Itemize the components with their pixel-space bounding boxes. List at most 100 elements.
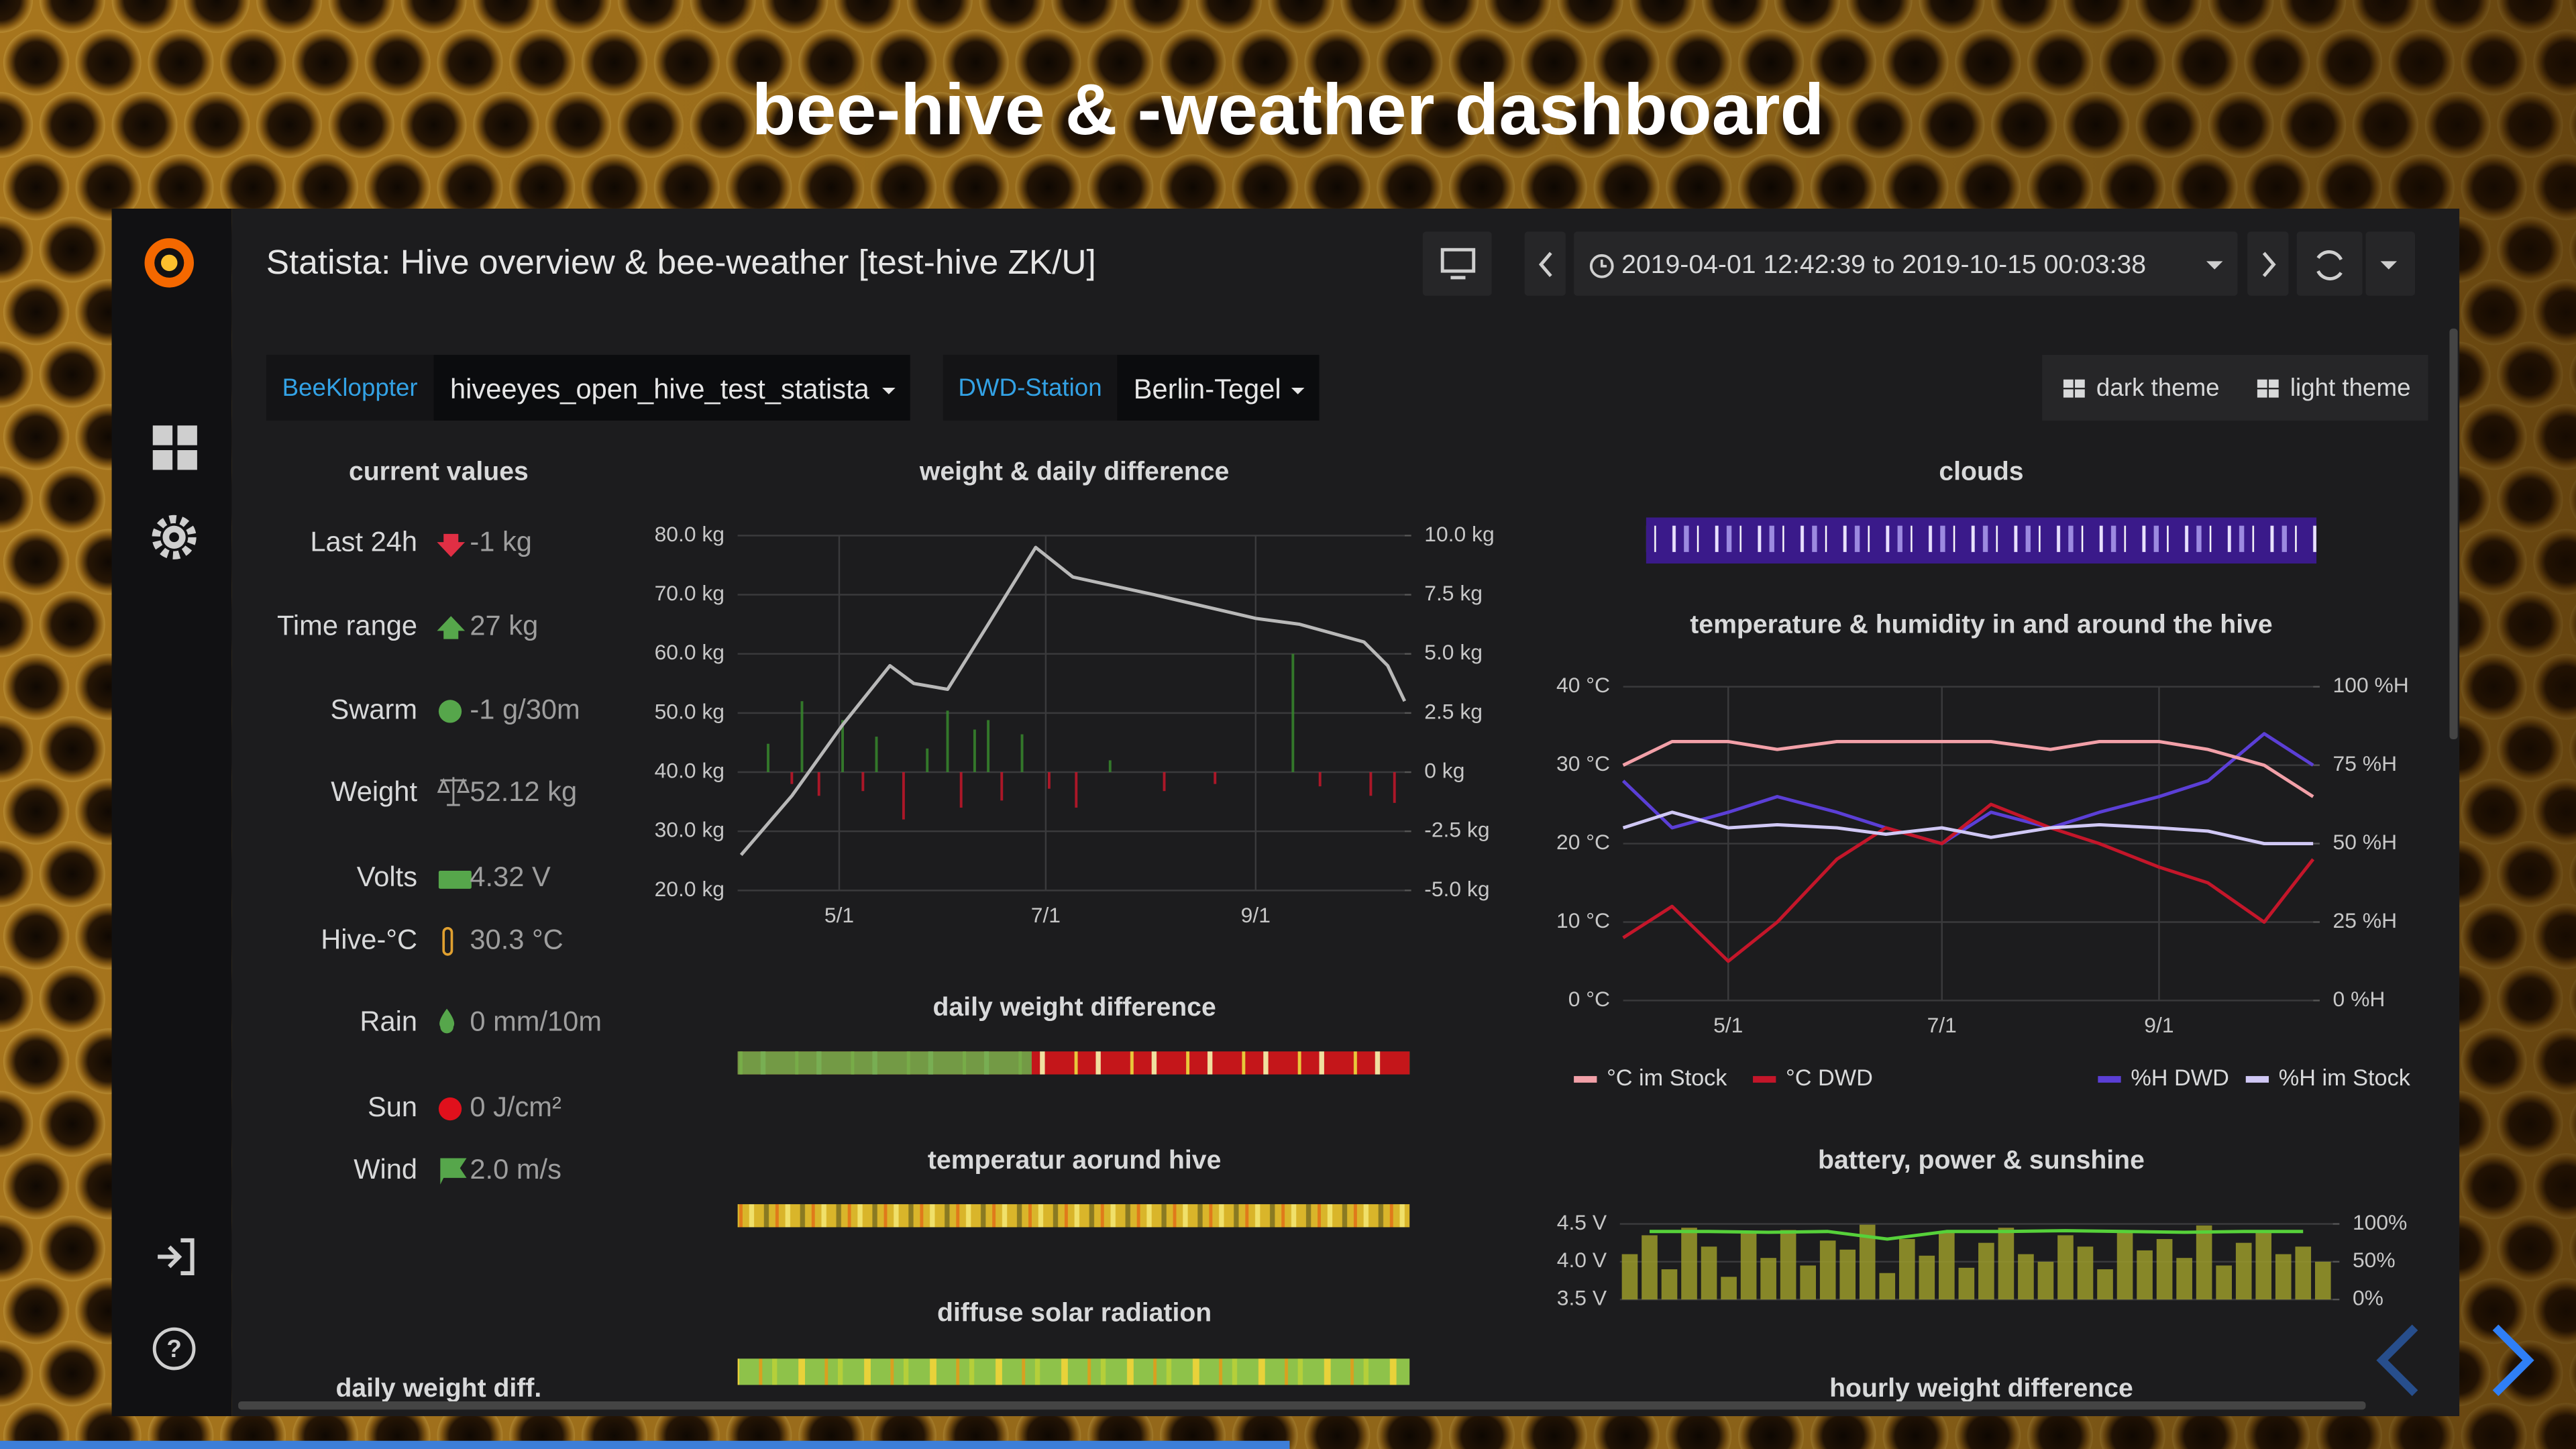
help-icon[interactable]: ?: [152, 1327, 196, 1371]
legend-swatch: [2098, 1076, 2121, 1083]
bar: [902, 772, 905, 820]
bar: [1163, 772, 1166, 792]
settings-icon[interactable]: [152, 515, 197, 559]
variable-label-box: [266, 354, 434, 421]
stat-value: 0 J/cm²: [470, 1091, 561, 1122]
bar: [1000, 772, 1004, 801]
bar: [1621, 1254, 1638, 1300]
y-tick-label: 30.0 kg: [655, 818, 724, 842]
y2-tick-label: 7.5 kg: [1424, 581, 1483, 605]
bar: [1075, 772, 1078, 808]
bar: [1047, 772, 1051, 789]
variable-value: hiveeyes_open_hive_test_statista: [450, 373, 870, 405]
y2-tick-label: 0 kg: [1424, 758, 1464, 782]
series-line: [1622, 740, 2314, 798]
bar: [1740, 1233, 1757, 1300]
caret: [882, 387, 896, 394]
clock-hands: [1600, 259, 1607, 268]
bar: [1998, 1228, 2015, 1300]
stat-value: 52.12 kg: [470, 775, 577, 807]
bar: [987, 720, 990, 773]
panel-title: daily weight difference: [932, 993, 1216, 1022]
panel-title: diffuse solar radiation: [937, 1299, 1212, 1328]
stat-label: Hive-°C: [321, 923, 417, 955]
stat-value: -1 kg: [470, 526, 532, 557]
next-slide[interactable]: [2492, 1324, 2534, 1397]
dashboard-title[interactable]: Statista: Hive overview & bee-weather [t…: [266, 242, 1096, 281]
bar: [2037, 1261, 2054, 1300]
variable-dropdown[interactable]: [1117, 354, 1320, 421]
chevron-left: [1538, 252, 1552, 278]
time-forward-button[interactable]: [2247, 231, 2289, 296]
caret: [2206, 261, 2223, 270]
legend-label: %H im Stock: [2279, 1065, 2411, 1091]
bar: [2235, 1242, 2252, 1300]
panel-title: battery, power & sunshine: [1818, 1146, 2145, 1175]
vertical-scrollbar[interactable]: [2449, 328, 2458, 740]
sign-in-icon[interactable]: [158, 1238, 195, 1276]
y2-tick-label: 100%: [2353, 1210, 2407, 1234]
panel-title: clouds: [1939, 458, 2023, 486]
bar: [1859, 1224, 1876, 1300]
thermometer-icon: [442, 926, 453, 956]
theme-link[interactable]: light theme: [2290, 374, 2411, 401]
sidebar: [111, 209, 232, 1417]
prev-slide[interactable]: [2376, 1324, 2418, 1397]
theme-icon: [2063, 379, 2085, 398]
refresh-button[interactable]: [2296, 231, 2363, 296]
bar: [959, 772, 963, 808]
bar: [800, 701, 804, 773]
legend-swatch: [1753, 1076, 1776, 1083]
time-back-button[interactable]: [1524, 231, 1566, 296]
bar: [1318, 772, 1322, 787]
bar: [2255, 1233, 2272, 1300]
bar: [2176, 1258, 2192, 1300]
flag-icon: [440, 1158, 467, 1185]
battery-icon: [438, 870, 472, 889]
refresh-icon: [2316, 250, 2343, 280]
theme-link[interactable]: dark theme: [2096, 374, 2220, 401]
scale-icon: [437, 777, 470, 806]
bar: [1020, 734, 1024, 773]
horizontal-scrollbar[interactable]: [238, 1401, 2366, 1410]
y-tick-label: 60.0 kg: [655, 640, 724, 664]
stat-label: Sun: [368, 1091, 417, 1122]
bar: [1978, 1242, 1994, 1300]
dashboards-icon[interactable]: [152, 425, 197, 470]
bar: [2216, 1265, 2232, 1300]
theme-icon: [2257, 379, 2279, 398]
panel-title: temperature & humidity in and around the…: [1690, 610, 2272, 639]
variable-dropdown[interactable]: [433, 354, 910, 421]
arrow-up-icon: [437, 616, 466, 639]
variable-label-box: [943, 354, 1118, 421]
temperature-heatstrip: [737, 1204, 1410, 1228]
x-tick-label: 7/1: [1031, 903, 1061, 927]
bar: [2116, 1230, 2133, 1300]
legend-label: °C DWD: [1786, 1065, 1873, 1091]
bar: [1898, 1239, 1915, 1300]
clouds-heatstrip: [1646, 517, 2317, 564]
y-tick-label: 4.5 V: [1557, 1210, 1607, 1234]
panel-title: temperatur aorund hive: [928, 1146, 1222, 1175]
bar: [1642, 1235, 1658, 1300]
bar: [1780, 1230, 1796, 1300]
stat-label: Rain: [360, 1006, 417, 1037]
y-tick-label: 40.0 kg: [655, 758, 724, 782]
y2-tick-label: 100 %H: [2333, 673, 2409, 697]
grafana-logo[interactable]: [144, 238, 194, 288]
x-tick-label: 5/1: [824, 903, 854, 927]
variable-value: Berlin-Tegel: [1134, 373, 1281, 405]
bar: [1819, 1240, 1836, 1300]
y-tick-label: 40 °C: [1556, 673, 1610, 697]
time-range-picker[interactable]: [1574, 231, 2238, 296]
bar: [1919, 1255, 1935, 1300]
tv-mode-button[interactable]: [1422, 231, 1492, 296]
stat-value: -1 g/30m: [470, 693, 580, 724]
panel-title: daily weight diff.: [335, 1374, 541, 1403]
stat-value: 4.32 V: [470, 861, 551, 892]
y-tick-label: 30 °C: [1556, 751, 1610, 775]
bar: [1701, 1246, 1717, 1300]
x-tick-label: 9/1: [2144, 1013, 2174, 1037]
stat-value: 30.3 °C: [470, 923, 563, 955]
clock-icon: [1589, 254, 1614, 278]
